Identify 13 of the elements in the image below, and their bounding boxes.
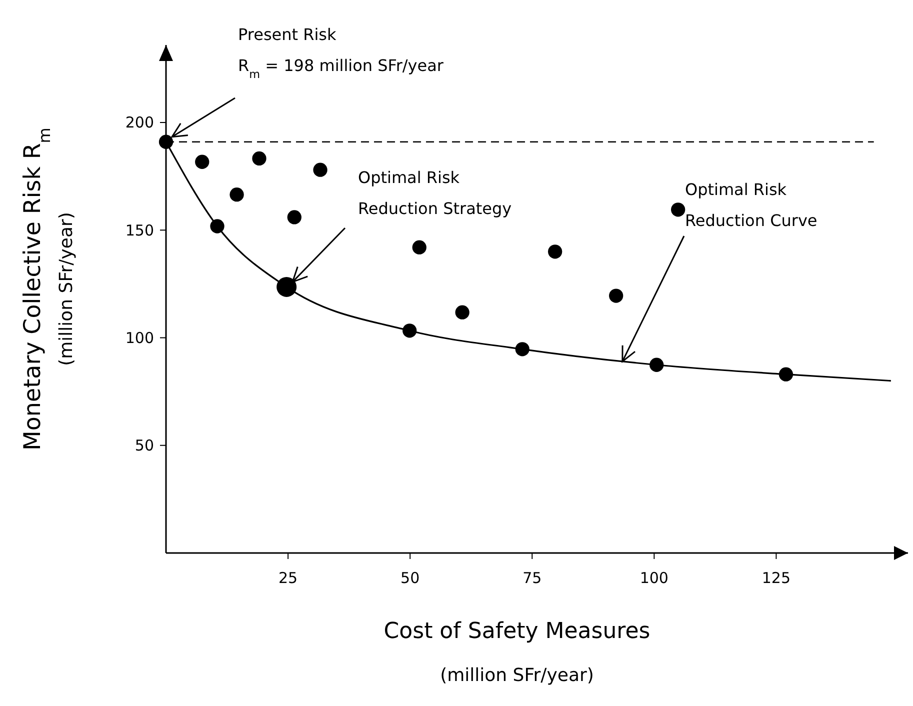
annotation: Present Risk R$_{m}$ = 198 million SFr/year: [238, 25, 444, 80]
annotation: Optimal Risk Reduction Curve: [685, 180, 818, 230]
x-axis-title: Cost of Safety Measures (million SFr/year): [384, 619, 650, 686]
annotation: Optimal Risk Reduction Strategy: [358, 168, 512, 218]
y-tick-label: 100: [125, 328, 154, 347]
x-tick-label: 100: [640, 569, 668, 587]
y-tick-label: 50: [134, 436, 154, 455]
x-tick-label: 50: [400, 569, 420, 587]
x-tick-label: 125: [762, 569, 791, 587]
x-tick-label: 25: [278, 569, 298, 587]
y-tick-label: 150: [125, 221, 154, 240]
y-tick-label: 200: [125, 114, 154, 132]
x-tick-label: 75: [522, 569, 542, 587]
